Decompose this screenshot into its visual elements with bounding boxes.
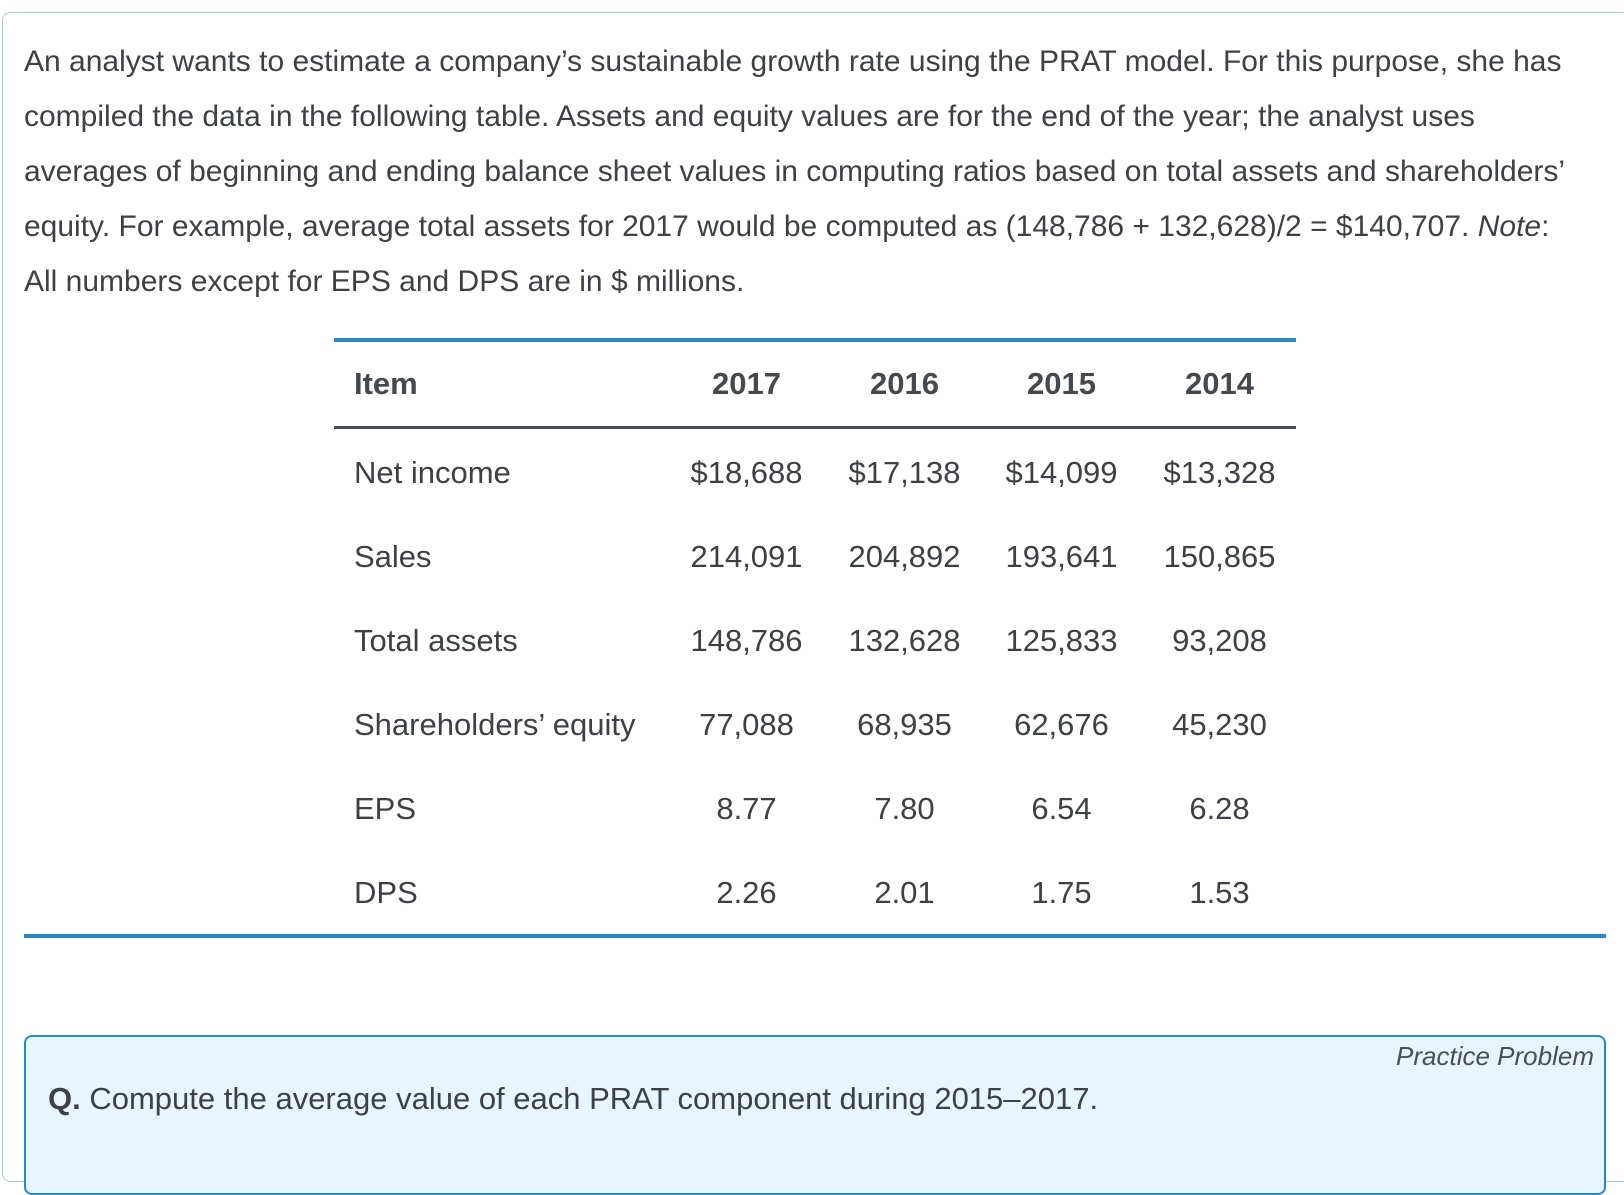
table-cell: 193,641 <box>1005 539 1118 574</box>
table-cell: 62,676 <box>1014 707 1109 742</box>
header-2016: 2016 <box>870 366 939 401</box>
intro-paragraph: An analyst wants to estimate a company’s… <box>24 34 1584 309</box>
table-cell: $18,688 <box>690 455 803 490</box>
header-2014: 2014 <box>1185 366 1254 401</box>
table-cell: 125,833 <box>1005 623 1118 658</box>
intro-text: An analyst wants to estimate a company’s… <box>24 45 1564 243</box>
table-cell: 214,091 <box>690 539 803 574</box>
table-cell: $13,328 <box>1163 455 1276 490</box>
question-text: Compute the average value of each PRAT c… <box>80 1081 1099 1116</box>
table-cell: 148,786 <box>690 623 803 658</box>
table-cell: 68,935 <box>857 707 952 742</box>
table-cell: 1.75 <box>1031 875 1092 910</box>
table-cell: 2.26 <box>716 875 777 910</box>
row-label-total-assets: Total assets <box>354 623 518 658</box>
practice-problem-box: Practice Problem Q. Compute the average … <box>24 1035 1606 1195</box>
intro-note-text: : All numbers except for EPS and DPS are… <box>24 210 1550 298</box>
row-label-shareholders-equity: Shareholders’ equity <box>354 707 636 742</box>
table-cell: 45,230 <box>1172 707 1267 742</box>
table-cell: 77,088 <box>699 707 794 742</box>
table-cell: 132,628 <box>848 623 961 658</box>
table-cell: 6.54 <box>1031 791 1092 826</box>
table-cell: 204,892 <box>848 539 961 574</box>
table-cell: $17,138 <box>848 455 961 490</box>
table-cell: 150,865 <box>1163 539 1276 574</box>
question-label: Q. <box>48 1081 81 1116</box>
row-label-sales: Sales <box>354 539 432 574</box>
note-label: Note <box>1477 210 1542 243</box>
header-2017: 2017 <box>712 366 781 401</box>
table-bottom-rule <box>24 934 1606 938</box>
table-cell: 2.01 <box>874 875 935 910</box>
table-cell: 8.77 <box>716 791 777 826</box>
table-cell: 6.28 <box>1189 791 1250 826</box>
table-cell: 7.80 <box>874 791 935 826</box>
practice-problem-tag: Practice Problem <box>1396 1041 1594 1071</box>
table-top-rule <box>334 338 1296 342</box>
row-label-eps: EPS <box>354 791 417 826</box>
table-cell: 1.53 <box>1189 875 1250 910</box>
table-cell: 93,208 <box>1172 623 1267 658</box>
practice-question: Q. Compute the average value of each PRA… <box>48 1081 1098 1117</box>
table-header-rule <box>334 426 1296 429</box>
row-label-dps: DPS <box>354 875 418 910</box>
row-label-net-income: Net income <box>354 455 511 490</box>
table-cell: $14,099 <box>1005 455 1118 490</box>
header-item: Item <box>354 366 418 401</box>
header-2015: 2015 <box>1027 366 1096 401</box>
